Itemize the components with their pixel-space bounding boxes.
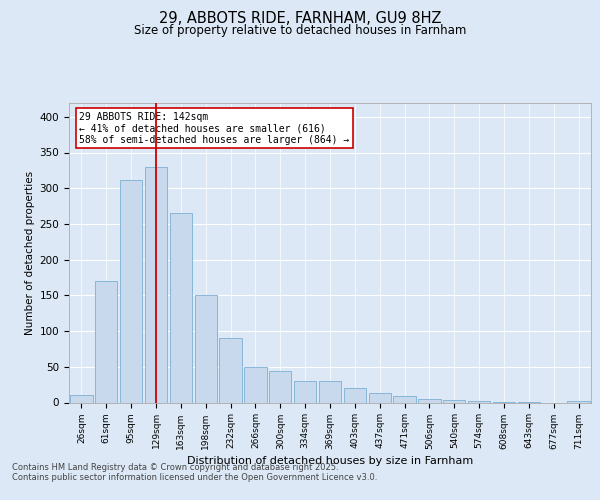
Text: Contains HM Land Registry data © Crown copyright and database right 2025.: Contains HM Land Registry data © Crown c… — [12, 462, 338, 471]
Bar — [319, 381, 341, 402]
Text: Size of property relative to detached houses in Farnham: Size of property relative to detached ho… — [134, 24, 466, 37]
Bar — [70, 396, 92, 402]
Bar — [368, 393, 391, 402]
Bar — [194, 296, 217, 403]
Text: Contains public sector information licensed under the Open Government Licence v3: Contains public sector information licen… — [12, 472, 377, 482]
Text: 29, ABBOTS RIDE, FARNHAM, GU9 8HZ: 29, ABBOTS RIDE, FARNHAM, GU9 8HZ — [159, 11, 441, 26]
Bar — [468, 401, 490, 402]
Bar — [220, 338, 242, 402]
Bar — [344, 388, 366, 402]
Bar — [145, 167, 167, 402]
Bar — [120, 180, 142, 402]
Bar — [170, 213, 192, 402]
Bar — [269, 371, 292, 402]
Y-axis label: Number of detached properties: Number of detached properties — [25, 170, 35, 334]
Bar — [443, 400, 466, 402]
Bar — [568, 401, 590, 402]
Bar — [95, 281, 118, 402]
Bar — [394, 396, 416, 402]
Bar — [418, 399, 440, 402]
Text: 29 ABBOTS RIDE: 142sqm
← 41% of detached houses are smaller (616)
58% of semi-de: 29 ABBOTS RIDE: 142sqm ← 41% of detached… — [79, 112, 350, 144]
X-axis label: Distribution of detached houses by size in Farnham: Distribution of detached houses by size … — [187, 456, 473, 466]
Bar — [294, 381, 316, 402]
Bar — [244, 367, 266, 402]
